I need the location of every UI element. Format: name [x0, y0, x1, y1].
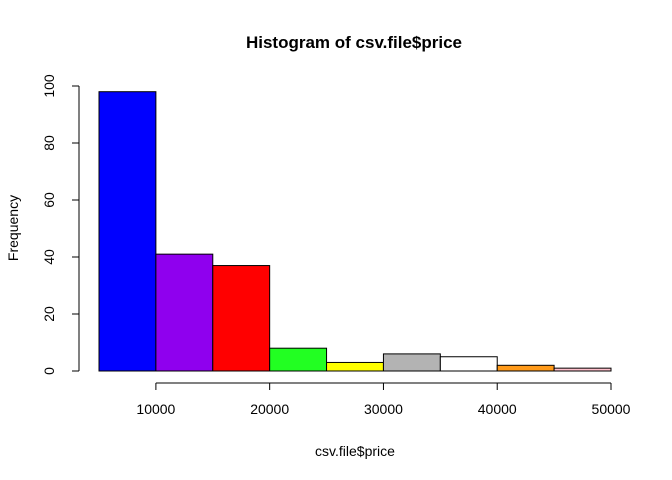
x-tick-label: 40000	[478, 401, 517, 417]
y-axis-label: Frequency	[5, 195, 21, 261]
x-axis: 10000 20000 30000 40000 50000	[136, 382, 631, 417]
histogram-bar-0	[98, 91, 157, 372]
histogram-bar-6	[439, 356, 498, 372]
histogram-bar-1	[155, 253, 214, 372]
bars-group	[98, 91, 612, 372]
y-tick-label: 40	[41, 249, 57, 265]
histogram-bar-4	[326, 361, 384, 372]
x-tick-label: 20000	[250, 401, 289, 417]
histogram-bar-5	[382, 353, 441, 372]
histogram-bar-2	[212, 265, 271, 372]
chart-title: Histogram of csv.file$price	[246, 33, 462, 52]
x-tick-label: 30000	[364, 401, 403, 417]
histogram-bar-7	[496, 364, 555, 372]
histogram-bar-3	[269, 347, 328, 372]
y-tick-label: 20	[41, 306, 57, 322]
y-tick-label: 0	[41, 367, 57, 375]
y-tick-label: 80	[41, 135, 57, 151]
y-axis: 0 20 40 60 80 100	[41, 74, 80, 375]
y-tick-label: 100	[41, 74, 57, 98]
histogram-bar-8	[553, 367, 612, 372]
x-tick-label: 10000	[136, 401, 175, 417]
x-axis-label: csv.file$price	[315, 443, 395, 459]
y-tick-label: 60	[41, 192, 57, 208]
x-tick-label: 50000	[592, 401, 631, 417]
